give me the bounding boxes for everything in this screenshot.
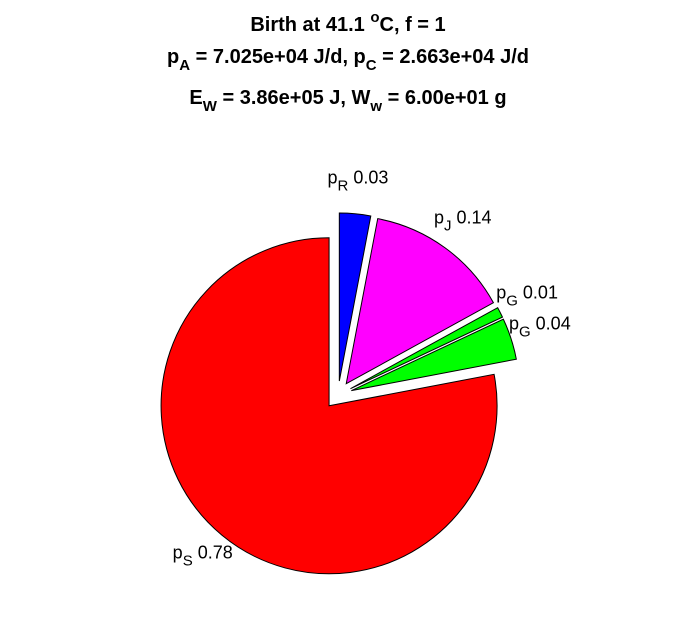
slice-label-3: pG 0.04: [509, 313, 571, 340]
title-line-2-part: C: [366, 57, 377, 74]
pie-slices: [160, 212, 517, 575]
slice-label-symbol: p: [328, 168, 338, 188]
title-line-3-part: E: [189, 87, 202, 109]
title-line-2-part: A: [179, 57, 190, 74]
chart-title: Birth at 41.1 oC, f = 1 pA = 7.025e+04 J/…: [167, 9, 529, 115]
pie-slice-pS-4: [160, 237, 498, 575]
title-line-3-part: W: [203, 98, 218, 115]
slice-label-1: pJ 0.14: [434, 207, 492, 234]
title-line-3-part: w: [369, 98, 382, 115]
title-line-3: EW = 3.86e+05 J, Ww = 6.00e+01 g: [189, 87, 506, 115]
title-line-1-part: C, f = 1: [380, 14, 446, 36]
slice-label-value: 0.03: [348, 168, 388, 188]
title-line-3-part: = 3.86e+05 J, W: [217, 87, 371, 109]
title-line-1-part: Birth at 41.1: [250, 14, 370, 36]
slice-label-symbol: p: [434, 207, 444, 227]
slice-label-subscript: G: [519, 323, 531, 340]
title-line-2-part: = 2.663e+04 J/d: [377, 46, 529, 68]
pie-slice-pG-3: [351, 318, 517, 392]
slice-label-subscript: J: [444, 217, 452, 234]
title-line-1-part: o: [370, 9, 379, 26]
slice-label-subscript: G: [506, 293, 518, 310]
slice-label-value: 0.14: [451, 207, 491, 227]
title-line-2-part: = 7.025e+04 J/d, p: [190, 46, 366, 68]
title-line-2: pA = 7.025e+04 J/d, pC = 2.663e+04 J/d: [167, 46, 529, 74]
slice-label-symbol: p: [496, 283, 506, 303]
slice-label-0: pR 0.03: [328, 168, 389, 195]
slice-label-4: pS 0.78: [173, 543, 233, 570]
title-line-2-part: p: [167, 46, 179, 68]
pie-slice-pJ-1: [345, 218, 495, 385]
slice-label-subscript: R: [338, 178, 349, 195]
slice-label-symbol: p: [173, 543, 183, 563]
slice-label-subscript: S: [183, 553, 193, 570]
pie-slice-pR-0: [338, 212, 372, 382]
slice-label-2: pG 0.01: [496, 283, 558, 310]
slice-label-value: 0.04: [531, 313, 571, 333]
title-line-1: Birth at 41.1 oC, f = 1: [250, 9, 445, 36]
slice-label-value: 0.01: [518, 283, 558, 303]
pie-slice-pG-2: [350, 307, 504, 390]
title-line-3-part: = 6.00e+01 g: [382, 87, 507, 109]
slice-label-symbol: p: [509, 313, 519, 333]
slice-label-value: 0.78: [193, 543, 233, 563]
